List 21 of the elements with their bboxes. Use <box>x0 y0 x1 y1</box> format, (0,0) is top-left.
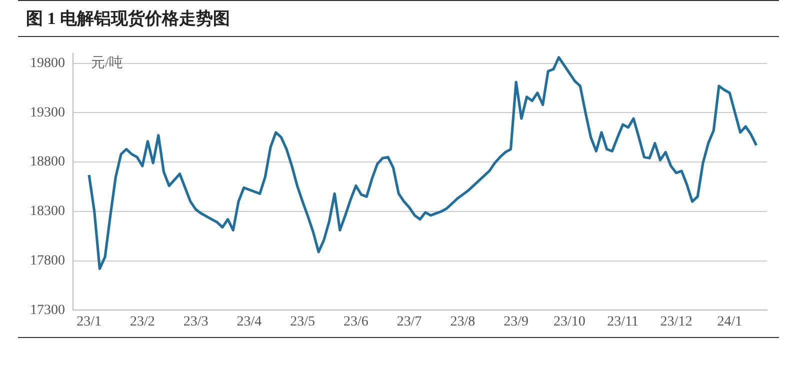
x-tick-label: 23/8 <box>450 314 476 330</box>
x-tick-label: 23/6 <box>343 314 368 330</box>
y-tick-label: 17300 <box>30 302 65 318</box>
x-tick-label: 23/2 <box>130 314 155 330</box>
y-tick-label: 17800 <box>30 253 65 268</box>
x-tick-label: 23/10 <box>554 314 586 330</box>
x-tick-label: 24/1 <box>717 314 742 330</box>
x-tick-label: 23/11 <box>607 314 639 330</box>
y-axis-title: 元/吨 <box>91 54 123 71</box>
x-tick-label: 23/1 <box>76 314 102 330</box>
y-tick-label: 18800 <box>30 154 65 170</box>
x-tick-label: 23/5 <box>290 314 315 330</box>
x-tick-label: 23/3 <box>183 314 208 330</box>
y-tick-label: 19300 <box>30 105 65 120</box>
x-tick-label: 23/7 <box>396 314 422 330</box>
y-tick-label: 18300 <box>30 204 65 220</box>
x-tick-label: 23/12 <box>660 314 692 330</box>
x-tick-label: 23/4 <box>236 314 262 330</box>
x-tick-label: 23/9 <box>504 314 529 330</box>
y-tick-label: 19800 <box>30 56 65 71</box>
chart-title: 图 1 电解铝现货价格走势图 <box>18 0 779 37</box>
